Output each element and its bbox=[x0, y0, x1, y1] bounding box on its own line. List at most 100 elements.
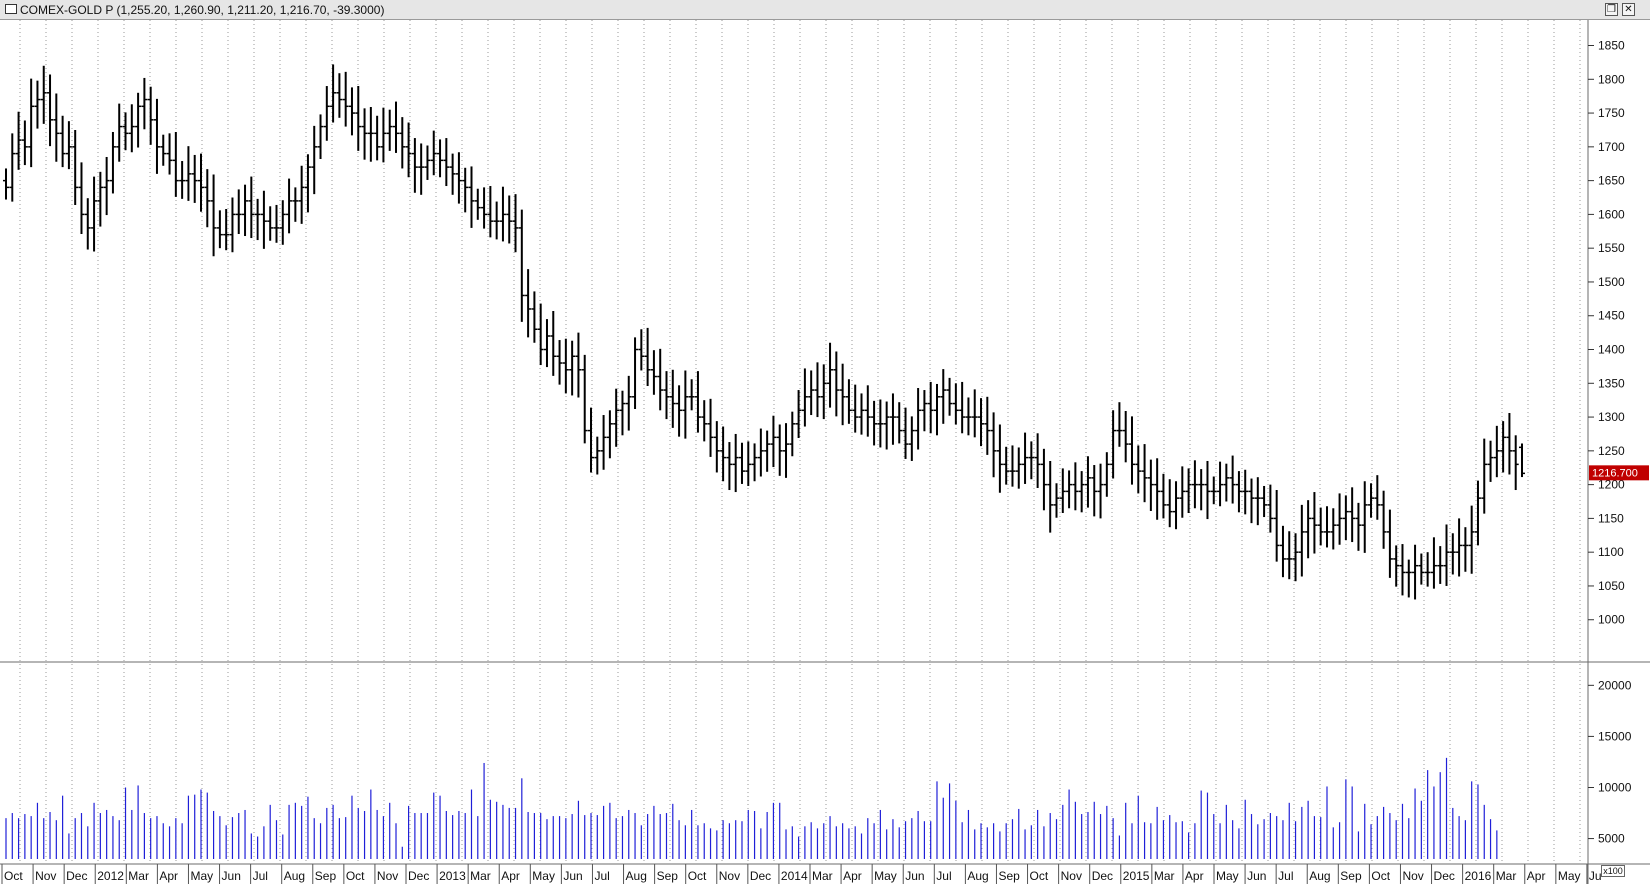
month-label: Oct bbox=[346, 869, 365, 883]
price-bar bbox=[1040, 448, 1047, 511]
month-label: Jun bbox=[222, 869, 241, 883]
price-bar bbox=[1449, 533, 1456, 575]
month-label: Apr bbox=[1185, 869, 1204, 883]
price-bar bbox=[21, 120, 28, 166]
price-bar bbox=[663, 371, 670, 420]
price-bar bbox=[1380, 490, 1387, 549]
price-bar bbox=[342, 71, 349, 127]
price-bar bbox=[518, 209, 525, 322]
price-bar bbox=[47, 74, 54, 147]
price-bar bbox=[1147, 459, 1154, 511]
month-label: Nov bbox=[719, 869, 740, 883]
price-bar bbox=[644, 327, 651, 386]
month-label: May bbox=[1216, 869, 1239, 883]
price-bar bbox=[298, 165, 305, 224]
price-bar bbox=[701, 400, 708, 442]
volume-bars bbox=[5, 757, 1498, 859]
month-label: Oct bbox=[688, 869, 707, 883]
price-bar bbox=[745, 441, 752, 486]
price-bar bbox=[72, 129, 79, 205]
price-bar bbox=[424, 145, 431, 180]
price-bar bbox=[1273, 490, 1280, 562]
volume-axis-ticks: 5000 10000 15000 20000 bbox=[1588, 678, 1632, 846]
price-bar bbox=[330, 64, 337, 123]
month-label: Aug bbox=[1309, 869, 1330, 883]
price-tick-label: 1500 bbox=[1598, 275, 1625, 289]
volume-tick-label: 10000 bbox=[1598, 780, 1632, 794]
price-bar bbox=[1210, 476, 1217, 505]
price-bar bbox=[78, 162, 85, 234]
price-bar bbox=[204, 169, 211, 228]
month-label: Sep bbox=[657, 869, 679, 883]
price-bar bbox=[449, 153, 456, 195]
price-bar bbox=[254, 198, 261, 241]
price-bar bbox=[1128, 416, 1135, 485]
month-label: Sep bbox=[315, 869, 337, 883]
price-bar bbox=[531, 291, 538, 343]
price-bar bbox=[53, 93, 60, 162]
month-label: May bbox=[874, 869, 897, 883]
month-label: 2013 bbox=[439, 869, 466, 883]
month-label: Dec bbox=[750, 869, 771, 883]
restore-icon[interactable]: ❐ bbox=[1605, 3, 1618, 16]
price-bar bbox=[59, 115, 66, 168]
price-bar bbox=[122, 112, 129, 151]
month-label: Nov bbox=[377, 869, 398, 883]
price-bar bbox=[15, 111, 22, 170]
price-bar bbox=[588, 407, 595, 473]
price-bar bbox=[1166, 479, 1173, 528]
price-tick-label: 1250 bbox=[1598, 444, 1625, 458]
price-bar bbox=[348, 87, 355, 136]
price-bar bbox=[1443, 524, 1450, 586]
month-label: Jun bbox=[1247, 869, 1266, 883]
price-bar bbox=[908, 416, 915, 461]
price-bar bbox=[1034, 433, 1041, 488]
price-bar bbox=[694, 371, 701, 433]
price-bar bbox=[499, 186, 506, 242]
price-bar bbox=[1185, 468, 1192, 513]
price-bar bbox=[1022, 432, 1029, 484]
price-bar bbox=[97, 171, 104, 227]
price-bar bbox=[1173, 481, 1180, 530]
price-bar bbox=[437, 139, 444, 178]
month-label: Aug bbox=[284, 869, 305, 883]
price-bar bbox=[1204, 460, 1211, 520]
price-bar bbox=[1317, 507, 1324, 546]
price-bar bbox=[971, 389, 978, 438]
price-bar bbox=[34, 80, 41, 129]
price-tick-label: 1450 bbox=[1598, 309, 1625, 323]
month-label: Apr bbox=[159, 869, 178, 883]
price-bar bbox=[1091, 465, 1098, 517]
price-bar bbox=[65, 121, 72, 170]
price-bar bbox=[827, 342, 834, 408]
price-bar bbox=[632, 337, 639, 409]
price-bar bbox=[1468, 505, 1475, 574]
price-bar bbox=[91, 176, 98, 252]
last-price-badge: 1216.700 bbox=[1589, 465, 1649, 481]
month-label: May bbox=[1558, 869, 1581, 883]
price-bar bbox=[1084, 456, 1091, 508]
month-label: Mar bbox=[1496, 869, 1517, 883]
price-bar bbox=[575, 332, 582, 398]
close-icon[interactable]: ✕ bbox=[1622, 3, 1635, 16]
price-bar bbox=[405, 122, 412, 178]
price-bar bbox=[940, 369, 947, 424]
price-bar bbox=[676, 385, 683, 437]
price-bar bbox=[1242, 469, 1249, 515]
price-bar bbox=[1097, 463, 1104, 519]
price-bar bbox=[883, 401, 890, 450]
price-bar bbox=[1198, 469, 1205, 511]
chart-window-icon bbox=[5, 4, 17, 14]
price-bar bbox=[286, 178, 293, 234]
price-bar bbox=[600, 415, 607, 470]
price-bar bbox=[1135, 445, 1142, 494]
month-label: Aug bbox=[967, 869, 988, 883]
price-bar bbox=[1160, 473, 1167, 519]
price-bar bbox=[1053, 483, 1060, 518]
month-label: Dec bbox=[1092, 869, 1113, 883]
month-label: Dec bbox=[66, 869, 87, 883]
price-bar bbox=[179, 161, 186, 199]
price-bar bbox=[260, 190, 267, 249]
month-label: Jul bbox=[1278, 869, 1293, 883]
price-bar bbox=[304, 154, 311, 213]
